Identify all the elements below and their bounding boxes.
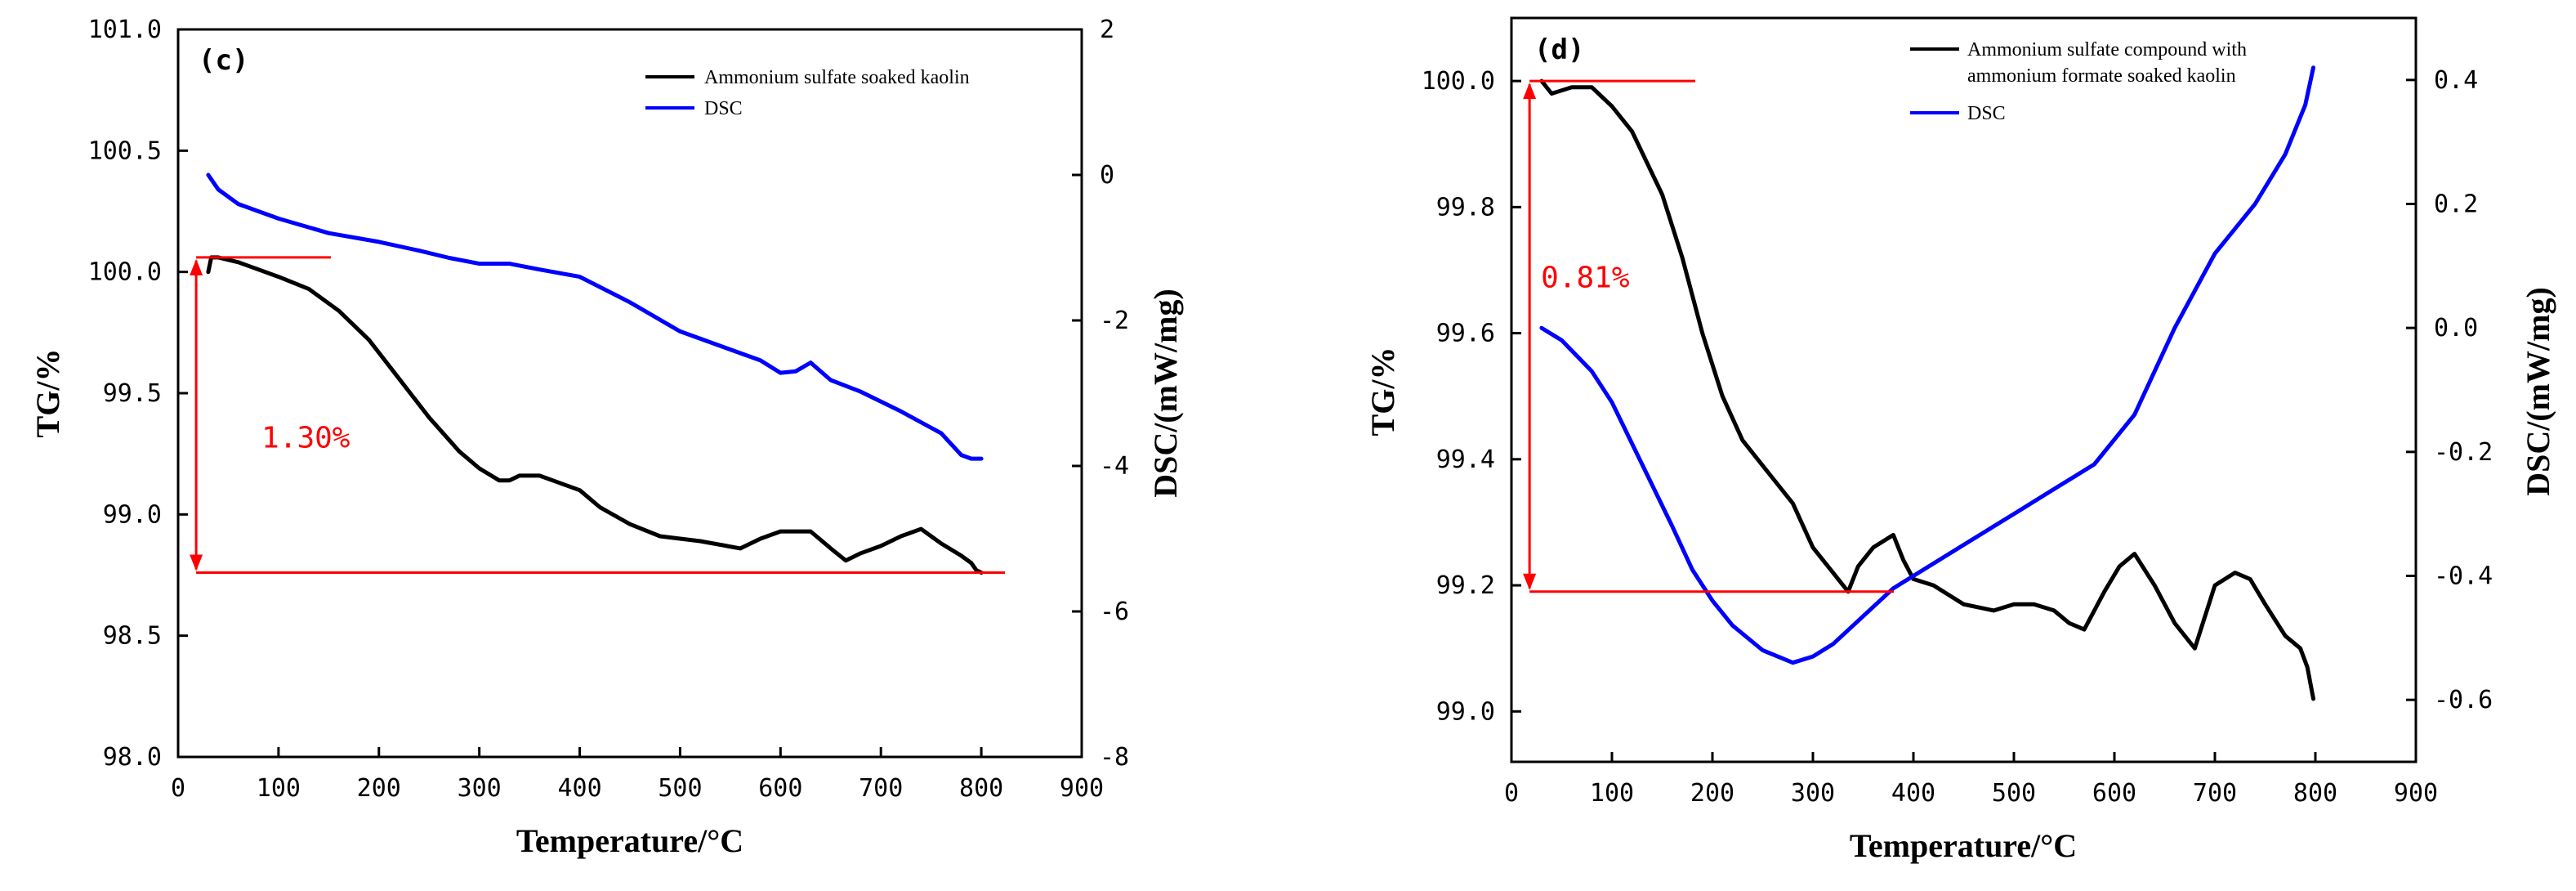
legend-entry-dsc: DSC: [704, 98, 743, 119]
y-right-tick-label: -6: [1100, 598, 1129, 626]
tg-curve: [206, 255, 984, 575]
plot-frame: [1510, 16, 2418, 763]
axes-ticks: 0 100 200 300 400 500 600 700 800 900 98.0 98.5 99.0…: [88, 16, 1129, 803]
x-tick-label: 0: [171, 774, 185, 803]
y-right-tick-label: 2: [1100, 16, 1114, 44]
x-tick-label: 800: [959, 774, 1003, 803]
x-tick-label: 100: [1590, 779, 1634, 808]
plot-frame: [176, 28, 1083, 759]
axes-ticks: 0 100 200 300 400 500 600 700 800 900 99.0 99.2 99.4…: [1422, 66, 2493, 808]
y-left-tick-label: 100.0: [1422, 67, 1495, 96]
x-tick-label: 300: [458, 774, 502, 803]
legend-entry-tg: Ammonium sulfate soaked kaolin: [704, 67, 970, 88]
y-right-tick-label: -8: [1100, 743, 1129, 772]
x-tick-label: 600: [758, 774, 802, 803]
legend-entry-tg: Ammonium sulfate compound with ammonium f…: [1967, 39, 2247, 87]
arrowhead-top: [1523, 83, 1537, 100]
y-axis-title-left: TG/%: [29, 349, 66, 438]
y-axis-title-right: DSC/(mW/mg): [1147, 289, 1184, 498]
x-tick-label: 500: [1992, 779, 2036, 808]
y-right-tick-label: -0.4: [2434, 562, 2493, 591]
plot-area: 1.30%: [190, 172, 1005, 575]
panel-label: (d): [1534, 34, 1584, 66]
y-right-tick-label: -0.6: [2434, 686, 2493, 714]
y-left-tick-label: 99.2: [1436, 571, 1495, 600]
arrowhead-bottom: [1523, 573, 1537, 590]
x-tick-label: 200: [1690, 779, 1734, 808]
arrowhead-bottom: [190, 554, 203, 571]
x-tick-label: 700: [859, 774, 903, 803]
y-right-tick-label: 0: [1100, 161, 1114, 190]
x-tick-label: 400: [1891, 779, 1935, 808]
x-axis-title: Temperature/°C: [516, 822, 743, 859]
arrowhead-top: [190, 258, 203, 275]
x-tick-label: 300: [1791, 779, 1835, 808]
x-tick-label: 200: [357, 774, 401, 803]
legend-entry-dsc: DSC: [1967, 103, 2006, 124]
dsc-curve: [206, 172, 984, 461]
y-left-tick-label: 99.8: [1436, 193, 1495, 222]
x-tick-label: 800: [2293, 779, 2337, 808]
y-left-tick-label: 99.4: [1436, 446, 1495, 474]
y-right-tick-label: -0.2: [2434, 438, 2493, 467]
x-tick-label: 400: [557, 774, 601, 803]
y-left-tick-label: 99.5: [103, 379, 162, 408]
x-tick-label: 0: [1504, 779, 1519, 808]
tg-curve: [1539, 78, 2315, 701]
y-left-tick-label: 98.5: [103, 622, 162, 651]
y-left-tick-label: 100.5: [88, 137, 162, 165]
legend-entry-line: Ammonium sulfate compound with: [1967, 39, 2247, 60]
y-right-tick-label: -4: [1100, 452, 1129, 481]
y-left-tick-label: 99.0: [1436, 697, 1495, 726]
y-left-tick-label: 101.0: [88, 16, 162, 44]
y-right-tick-label: -2: [1100, 307, 1129, 335]
annotation-label: 0.81%: [1541, 261, 1630, 294]
x-tick-label: 100: [257, 774, 301, 803]
panel-c: 0 100 200 300 400 500 600 700 800 900 98.0 98.5 99.0…: [29, 16, 1184, 859]
x-tick-label: 700: [2193, 779, 2237, 808]
x-axis-title: Temperature/°C: [1850, 827, 2077, 864]
y-axis-title-right: DSC/(mW/mg): [2520, 287, 2556, 496]
annotation-label: 1.30%: [261, 422, 350, 455]
y-right-tick-label: 0.4: [2434, 66, 2478, 95]
y-right-tick-label: 0.2: [2434, 190, 2478, 219]
legend: Ammonium sulfate compound with ammonium f…: [1910, 39, 2247, 124]
x-tick-label: 600: [2092, 779, 2136, 808]
legend-entry-line: ammonium formate soaked kaolin: [1967, 65, 2236, 87]
x-tick-label: 900: [2394, 779, 2438, 808]
x-tick-label: 500: [658, 774, 702, 803]
y-left-tick-label: 99.0: [103, 500, 162, 529]
panel-label: (c): [199, 44, 248, 77]
plot-area: 0.81%: [1523, 65, 2315, 701]
legend: Ammonium sulfate soaked kaolin DSC: [645, 67, 970, 119]
x-tick-label: 900: [1060, 774, 1104, 803]
y-left-tick-label: 98.0: [103, 743, 162, 772]
dsc-curve: [1539, 65, 2315, 665]
y-axis-title-left: TG/%: [1364, 347, 1401, 437]
y-right-tick-label: 0.0: [2434, 314, 2478, 343]
y-left-tick-label: 100.0: [88, 258, 162, 287]
panel-d: 0 100 200 300 400 500 600 700 800 900 99.0 99.2 99.4…: [1364, 16, 2556, 864]
y-left-tick-label: 99.6: [1436, 320, 1495, 348]
